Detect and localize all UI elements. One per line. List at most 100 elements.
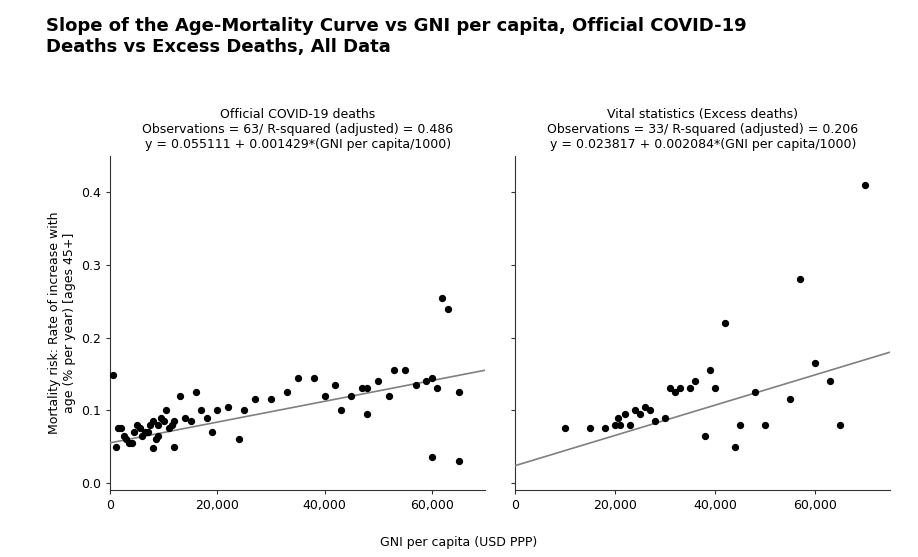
Point: [441, 304, 455, 313]
Point: [188, 388, 203, 397]
Point: [146, 417, 161, 426]
Point: [354, 384, 369, 393]
Point: [668, 388, 683, 397]
Point: [290, 373, 305, 382]
Point: [834, 421, 848, 429]
Point: [748, 388, 763, 397]
Point: [718, 319, 733, 328]
Point: [153, 413, 168, 422]
Point: [758, 421, 773, 429]
Point: [149, 435, 163, 444]
Point: [783, 395, 798, 404]
Point: [683, 384, 698, 393]
Title: Official COVID-19 deaths
Observations = 63/ R-squared (adjusted) = 0.486
y = 0.0: Official COVID-19 deaths Observations = …: [142, 108, 453, 150]
Point: [111, 424, 126, 433]
Point: [419, 377, 433, 385]
Point: [558, 424, 573, 433]
Point: [613, 421, 628, 429]
Point: [823, 377, 838, 385]
Point: [280, 388, 295, 397]
Point: [610, 413, 625, 422]
Point: [344, 391, 359, 400]
Point: [618, 409, 633, 418]
Point: [194, 406, 208, 415]
Point: [173, 391, 187, 400]
Point: [371, 377, 386, 385]
Point: [184, 417, 198, 426]
Point: [733, 421, 748, 429]
Point: [162, 424, 176, 433]
Point: [138, 428, 152, 437]
Text: Slope of the Age-Mortality Curve vs GNI per capita, Official COVID-19
Deaths vs : Slope of the Age-Mortality Curve vs GNI …: [46, 17, 746, 56]
Point: [583, 424, 598, 433]
Point: [382, 391, 397, 400]
Point: [132, 424, 147, 433]
Point: [210, 406, 225, 415]
Point: [106, 371, 120, 380]
Point: [608, 421, 622, 429]
Point: [114, 424, 129, 433]
Point: [658, 413, 673, 422]
Y-axis label: Mortality risk: Rate of increase with
age (% per year) [ages 45+]: Mortality risk: Rate of increase with ag…: [48, 212, 75, 434]
Point: [663, 384, 677, 393]
Title: Vital statistics (Excess deaths)
Observations = 33/ R-squared (adjusted) = 0.206: Vital statistics (Excess deaths) Observa…: [547, 108, 858, 150]
Point: [231, 435, 246, 444]
Point: [156, 417, 171, 426]
Point: [623, 421, 638, 429]
Point: [151, 431, 166, 440]
Point: [121, 438, 136, 447]
Point: [688, 377, 703, 385]
Point: [237, 406, 252, 415]
Point: [728, 442, 743, 451]
Point: [117, 431, 131, 440]
Point: [178, 413, 193, 422]
Point: [708, 384, 722, 393]
Point: [328, 380, 342, 389]
Point: [164, 421, 179, 429]
Point: [633, 409, 648, 418]
Point: [409, 380, 423, 389]
Point: [360, 409, 375, 418]
Point: [858, 180, 873, 189]
Point: [108, 442, 123, 451]
Point: [127, 428, 141, 437]
Point: [167, 417, 182, 426]
Point: [628, 406, 643, 415]
Point: [146, 443, 161, 452]
Point: [598, 424, 612, 433]
Point: [119, 435, 134, 444]
Point: [333, 406, 348, 415]
Point: [143, 421, 158, 429]
Point: [167, 442, 182, 451]
Point: [159, 406, 174, 415]
Point: [386, 366, 401, 375]
Point: [793, 275, 808, 284]
Point: [424, 373, 439, 382]
Text: GNI per capita (USD PPP): GNI per capita (USD PPP): [380, 536, 538, 549]
Point: [430, 384, 444, 393]
Point: [129, 421, 144, 429]
Point: [451, 457, 465, 466]
Point: [808, 359, 823, 368]
Point: [451, 388, 465, 397]
Point: [318, 391, 332, 400]
Point: [397, 366, 412, 375]
Point: [248, 395, 263, 404]
Point: [673, 384, 688, 393]
Point: [698, 431, 712, 440]
Point: [435, 293, 450, 302]
Point: [199, 413, 214, 422]
Point: [135, 431, 150, 440]
Point: [263, 395, 278, 404]
Point: [648, 417, 663, 426]
Point: [703, 366, 718, 375]
Point: [307, 373, 321, 382]
Point: [151, 421, 166, 429]
Point: [205, 428, 219, 437]
Point: [643, 406, 657, 415]
Point: [638, 402, 653, 411]
Point: [140, 428, 155, 437]
Point: [124, 438, 139, 447]
Point: [360, 384, 375, 393]
Point: [424, 453, 439, 462]
